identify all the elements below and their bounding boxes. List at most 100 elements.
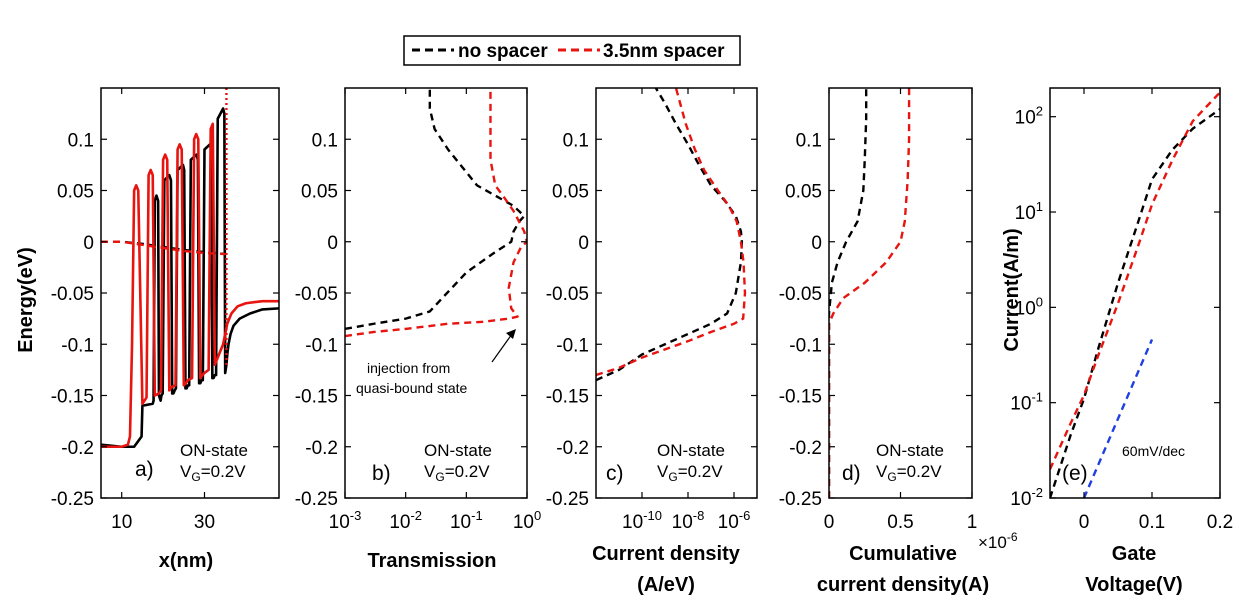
panel-e-ytick-label: 102 (1015, 104, 1043, 129)
panel-d-ytick-label: -0.1 (789, 335, 822, 356)
panel-d-xlabel-line2: current density(A) (817, 574, 989, 596)
panel-b-ytick-label: -0.25 (295, 489, 338, 510)
panel-c-ytick-label: -0.15 (546, 387, 589, 408)
panel-d-ytick-label: 0.05 (785, 182, 822, 203)
panel-e-xlabel-line2: Voltage(V) (1085, 574, 1182, 596)
panel-e-slope-label: 60mV/dec (1122, 443, 1185, 459)
panel-d-frame (828, 87, 973, 499)
panel-e-series-no-spacer (1050, 108, 1220, 498)
panel-c-xlabel-line1: Current density (592, 543, 741, 565)
panel-b-ytick-label: 0.05 (301, 182, 338, 203)
panel-a-xlabel: x(nm) (159, 550, 213, 572)
panel-a-ytick-label: 0.05 (57, 182, 94, 203)
panel-c-ytick-label: -0.25 (546, 489, 589, 510)
panel-d-series-no-spacer (829, 88, 868, 498)
panel-b-vg-label: VG=0.2V (424, 462, 490, 484)
panel-b-xtick-label: 10-3 (329, 508, 362, 533)
panel-d-tag: d) (842, 462, 861, 485)
panel-d-multiplier: ×10-6 (978, 530, 1018, 552)
panel-d-ytick-label: -0.2 (789, 438, 822, 459)
panel-c-series (596, 88, 747, 382)
panel-b-series-3-5nm-spacer (345, 88, 527, 338)
panel-a-ytick-label: -0.15 (51, 387, 94, 408)
panel-c-xtick-label: 10-10 (622, 508, 662, 533)
panel-a-series-no-spacer (101, 107, 279, 449)
panel-b-ytick-label: 0 (327, 233, 338, 254)
panel-b-ytick-label: 0.1 (312, 130, 338, 151)
panel-e-tag: (e) (1062, 462, 1088, 485)
panel-e-ytick-label: 10-2 (1010, 485, 1043, 510)
panel-b-tag: b) (372, 462, 391, 485)
panel-d-ytick-label: -0.25 (779, 489, 822, 510)
panel-d-ticks: -0.25 -0.2 -0.15 -0.1 -0.05 0 0.05 0.1 0 0.5 1 (779, 88, 977, 533)
panel-a-xtick-label: 30 (194, 512, 215, 533)
panel-a-series (101, 88, 279, 449)
legend-label-spacer: 3.5nm spacer (603, 41, 725, 62)
panel-a-ytick-label: -0.05 (51, 284, 94, 305)
panel-a-ytick-label: 0.1 (68, 130, 94, 151)
panel-a-series-3-5nm-spacer-channel (101, 240, 226, 256)
panel-b-ticks: -0.25 -0.2 -0.15 -0.1 -0.05 0 0.05 0.1 10-3 10-2 1… (295, 88, 541, 533)
panel-c-ytick-label: -0.05 (546, 284, 589, 305)
panel-d-ytick-label: 0.1 (796, 130, 822, 151)
panel-c-current-density: -0.25 -0.2 -0.15 -0.1 -0.05 0 0.05 0.1 10-10 10-8… (546, 87, 758, 596)
panel-c-frame (595, 87, 758, 499)
legend: no spacer 3.5nm spacer (403, 35, 741, 66)
panel-e-ytick-label: 10-1 (1010, 390, 1043, 415)
panel-a-ytick-label: -0.2 (61, 438, 94, 459)
panel-d-xtick-label: 0 (824, 512, 835, 533)
panel-a-ytick-label: -0.1 (61, 335, 94, 356)
panel-d-series (829, 88, 911, 498)
panel-d-ytick-label: -0.05 (779, 284, 822, 305)
panel-a-ytick-label: 0 (83, 233, 94, 254)
panel-b-xtick-label: 10-1 (450, 508, 483, 533)
panel-c-series-3-5nm-spacer (596, 88, 747, 377)
panel-c-tag: c) (606, 462, 624, 485)
panel-e-xtick-label: 0 (1079, 512, 1090, 533)
panel-b-ytick-label: -0.2 (305, 438, 338, 459)
panel-b-injection-note-1: injection from (367, 360, 450, 376)
panel-e-xtick-label: 0.2 (1207, 512, 1233, 533)
panel-e-series (1050, 91, 1220, 498)
panel-b-xtick-label: 10-2 (389, 508, 422, 533)
panel-b-xtick-label: 100 (513, 508, 541, 533)
panel-c-vg-label: VG=0.2V (657, 462, 723, 484)
panel-c-on-state-label: ON-state (657, 441, 725, 460)
panel-b-series-no-spacer (345, 88, 526, 331)
panel-c-ticks: -0.25 -0.2 -0.15 -0.1 -0.05 0 0.05 0.1 10-10 10-8… (546, 88, 757, 533)
panel-a-ticks: -0.25 -0.2 -0.15 -0.1 -0.05 0 0.05 0.1 10 30 (51, 88, 279, 533)
panel-e-xlabel-line1: Gate (1112, 543, 1156, 565)
panel-c-ytick-label: 0.05 (552, 182, 589, 203)
panel-e-ylabel: Current(A/m) (1001, 228, 1023, 351)
panel-d-ytick-label: 0 (811, 233, 822, 254)
panel-b-arrow (491, 333, 513, 363)
panel-d-xlabel-line1: Cumulative (849, 543, 957, 565)
panel-b-xlabel: Transmission (368, 550, 497, 572)
panel-b-transmission: -0.25 -0.2 -0.15 -0.1 -0.05 0 0.05 0.1 10-3 10-2 1… (295, 87, 541, 572)
panel-a-ylabel: Energy(eV) (15, 247, 37, 353)
panel-c-ytick-label: -0.2 (556, 438, 589, 459)
legend-label-no-spacer: no spacer (458, 41, 548, 62)
panel-e-series-3-5nm-spacer (1050, 91, 1220, 470)
panel-d-ytick-label: -0.15 (779, 387, 822, 408)
panel-b-ytick-label: -0.05 (295, 284, 338, 305)
panel-d-series-3-5nm-spacer (829, 88, 911, 498)
panel-b-ytick-label: -0.15 (295, 387, 338, 408)
panel-c-xlabel-line2: (A/eV) (637, 574, 695, 596)
panel-a-series-3-5nm-spacer (101, 122, 279, 449)
panel-c-series-no-spacer (596, 88, 744, 382)
panel-e-ytick-label: 101 (1015, 199, 1043, 224)
panel-c-ytick-label: -0.1 (556, 335, 589, 356)
panel-b-injection-note-2: quasi-bound state (356, 380, 468, 396)
panel-c-ytick-label: 0.1 (563, 130, 589, 151)
panel-b-series (345, 88, 527, 338)
panel-b-on-state-label: ON-state (424, 441, 492, 460)
panel-a-on-state-label: ON-state (180, 441, 248, 460)
panel-a-frame (100, 87, 280, 499)
panel-c-xtick-label: 10-8 (672, 508, 705, 533)
panel-b-frame (344, 87, 528, 499)
